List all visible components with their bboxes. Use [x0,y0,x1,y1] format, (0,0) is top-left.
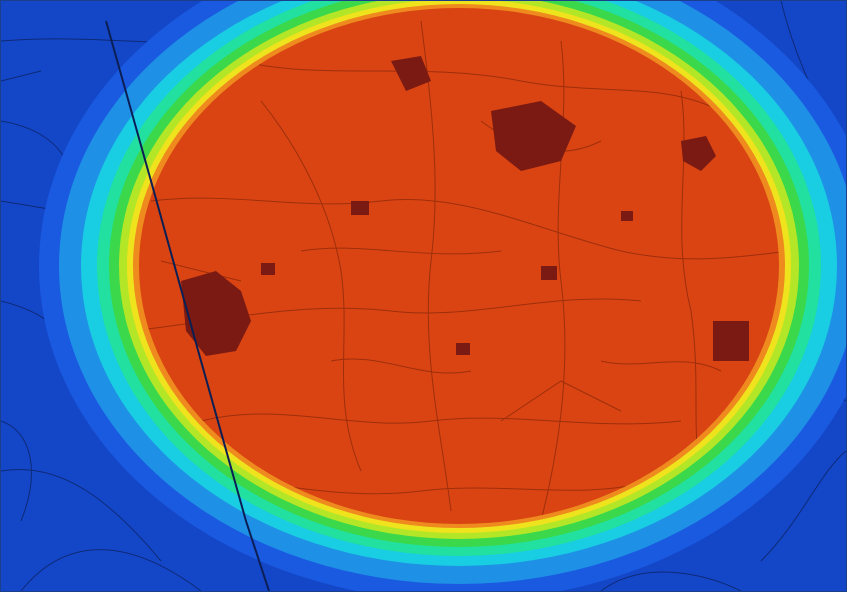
heat-bands [39,1,846,591]
railway-line [105,20,270,591]
core-map-detail [139,20,779,522]
heat-band-core [139,8,779,524]
